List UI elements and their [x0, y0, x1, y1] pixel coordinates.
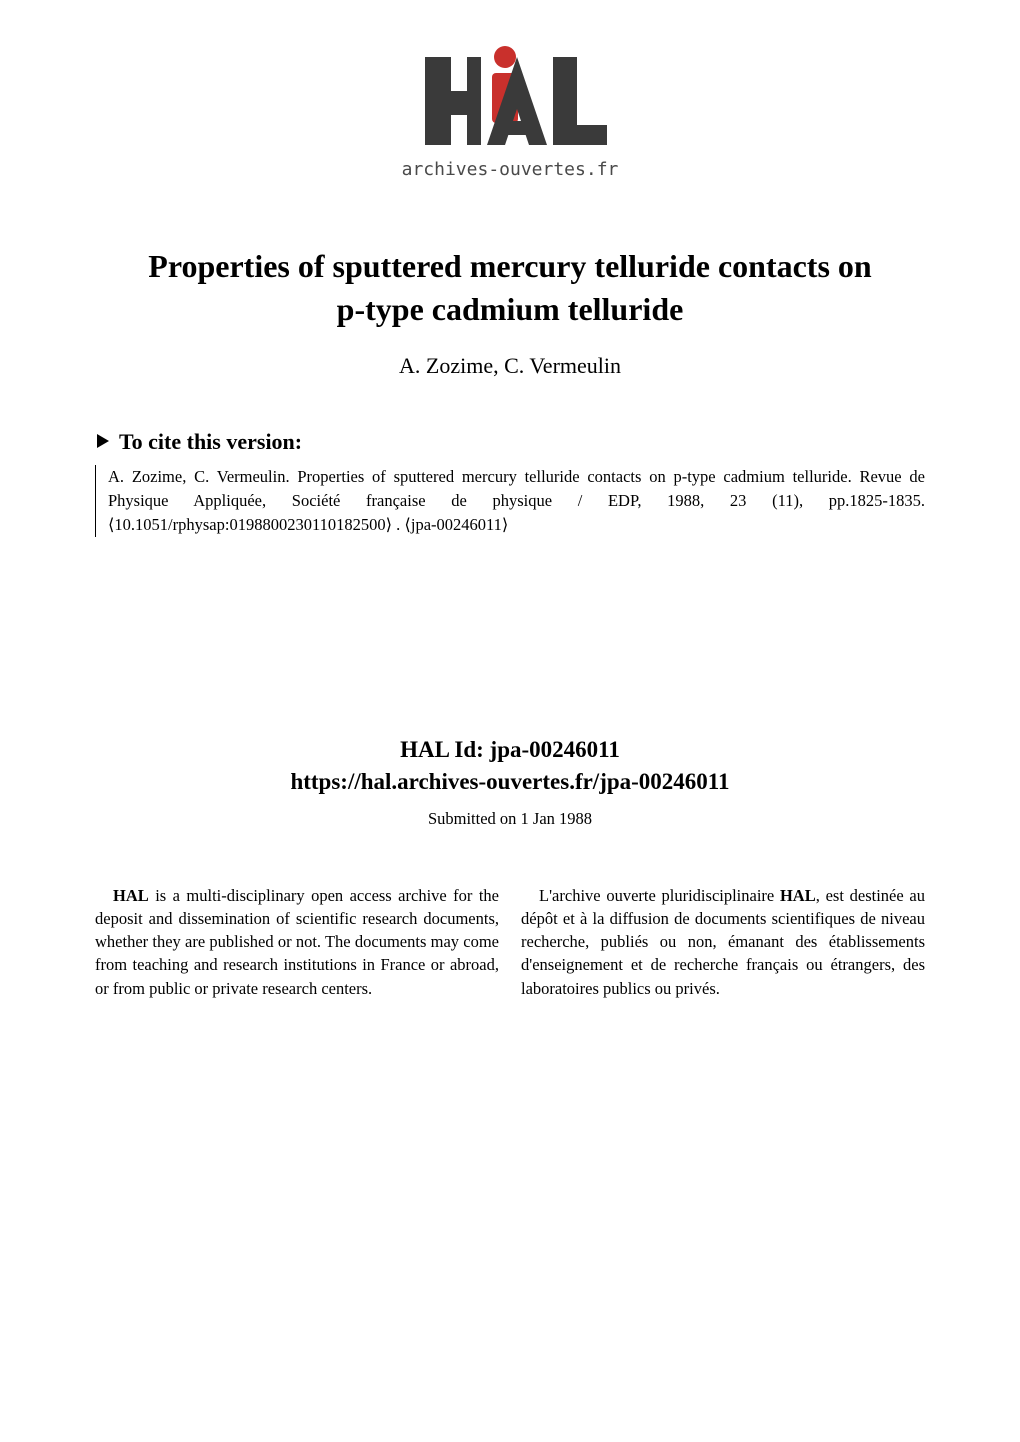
hal-logo: archives-ouvertes.fr — [395, 35, 625, 190]
triangle-right-icon — [95, 429, 111, 455]
cite-body: A. Zozime, C. Vermeulin. Properties of s… — [95, 465, 925, 537]
paper-title: Properties of sputtered mercury tellurid… — [0, 205, 1020, 343]
desc-left-text: is a multi-disciplinary open access arch… — [95, 886, 499, 997]
hal-url: https://hal.archives-ouvertes.fr/jpa-002… — [0, 769, 1020, 809]
description-left: HAL is a multi-disciplinary open access … — [95, 884, 499, 999]
logo-subtitle: archives-ouvertes.fr — [402, 159, 619, 180]
desc-right-pre: L'archive ouverte pluridisciplinaire — [539, 886, 780, 905]
hal-id-section: HAL Id: jpa-00246011 https://hal.archive… — [0, 537, 1020, 829]
cite-header-text: To cite this version: — [119, 429, 302, 455]
desc-left-bold: HAL — [113, 886, 149, 905]
cite-header: To cite this version: — [95, 429, 925, 465]
title-line-2: p-type cadmium telluride — [337, 291, 684, 327]
paper-authors: A. Zozime, C. Vermeulin — [0, 343, 1020, 429]
desc-right-bold: HAL — [780, 886, 816, 905]
title-line-1: Properties of sputtered mercury tellurid… — [148, 248, 871, 284]
description-right: L'archive ouverte pluridisciplinaire HAL… — [521, 884, 925, 999]
cite-section: To cite this version: A. Zozime, C. Verm… — [0, 429, 1020, 537]
hal-id: HAL Id: jpa-00246011 — [0, 737, 1020, 769]
hal-logo-container: archives-ouvertes.fr — [0, 0, 1020, 205]
submitted-date: Submitted on 1 Jan 1988 — [0, 809, 1020, 829]
description-section: HAL is a multi-disciplinary open access … — [0, 829, 1020, 999]
